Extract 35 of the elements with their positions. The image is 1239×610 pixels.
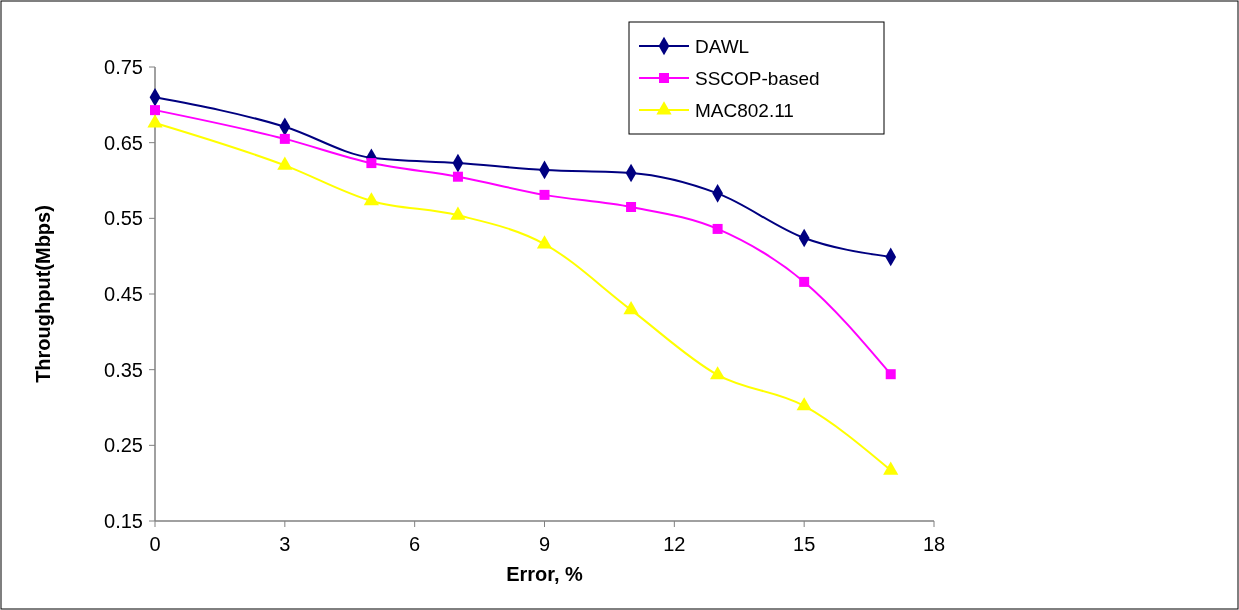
y-tick-label: 0.45 [104,283,143,305]
x-tick-label: 15 [793,533,816,555]
x-axis-title: Error, % [506,563,584,585]
x-tick-label: 9 [538,533,551,555]
point [452,171,463,182]
point [626,201,637,212]
point [536,235,553,249]
x-tick-label: 0 [149,533,161,555]
legend-label: MAC802.11 [695,99,794,121]
point [366,158,377,169]
point [623,301,639,315]
point [885,369,896,380]
x-tick-label: 6 [409,533,421,555]
x-tick-label: 18 [922,533,946,555]
x-tick-label: 3 [279,533,291,555]
point [799,276,810,287]
y-tick-label: 0.75 [104,56,143,78]
x-tick-label: 12 [663,533,686,555]
legend-label: DAWL [695,35,750,57]
point [796,397,812,411]
y-tick-label: 0.55 [104,207,143,230]
point [363,192,379,206]
y-tick-label: 0.35 [104,358,143,381]
point [883,461,899,475]
y-tick-label: 0.15 [104,510,143,532]
y-tick-label: 0.25 [104,434,143,457]
y-axis-title: Throughput(Mbps) [32,205,54,383]
legend-label: SSCOP-based [695,67,820,89]
y-tick-label: 0.65 [104,131,143,154]
point [712,223,723,234]
point [279,133,290,144]
point [150,105,160,116]
point [450,206,466,220]
point [539,189,550,200]
point [710,366,726,380]
